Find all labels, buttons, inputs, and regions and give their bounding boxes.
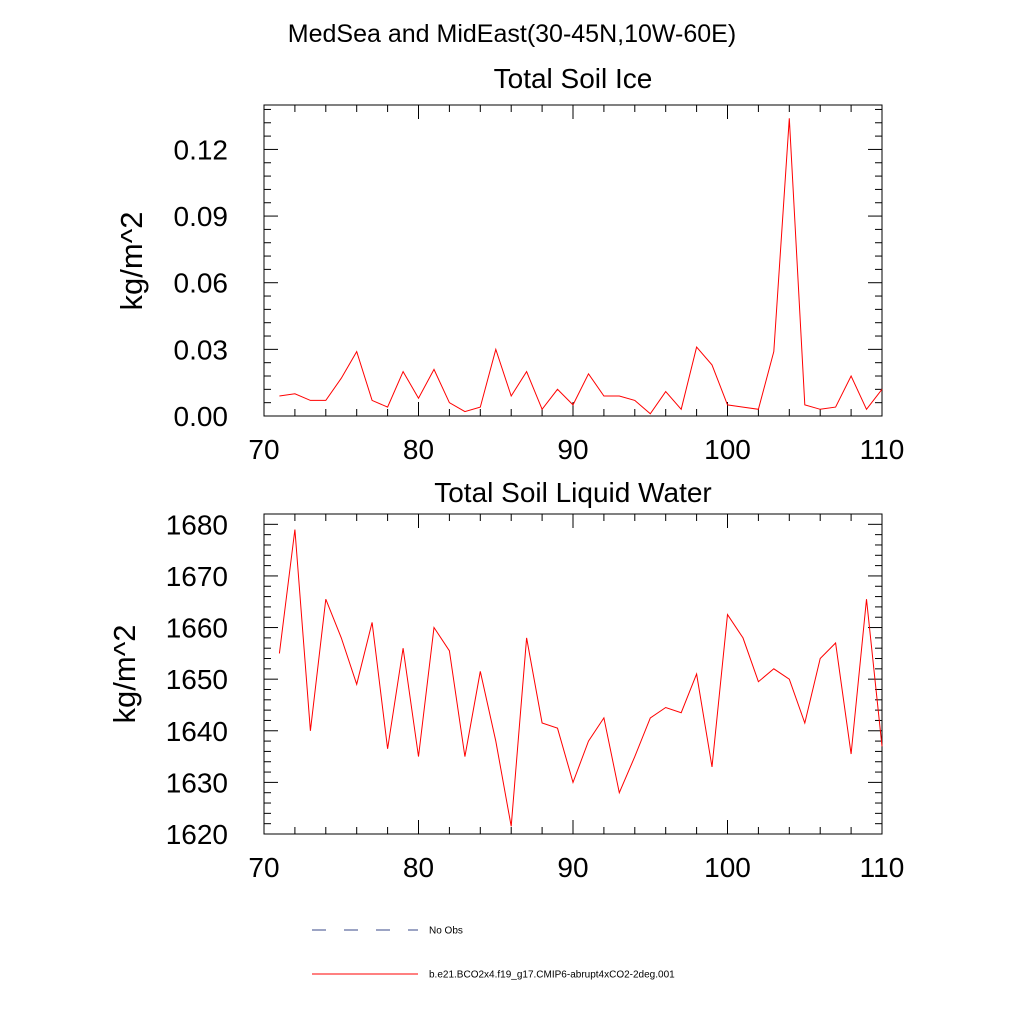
chart-title: Total Soil Ice <box>494 63 653 94</box>
x-tick-label: 100 <box>704 434 751 465</box>
x-tick-label: 110 <box>860 434 905 465</box>
chart-panel-1: Total Soil Ice kg/m^2 70 80 90 100 110 0.00 0.03… <box>114 63 904 465</box>
y-tick-label: 0.06 <box>174 268 229 299</box>
y-tick-label: 1660 <box>166 613 228 644</box>
series-line-1 <box>279 118 883 415</box>
plot-frame <box>263 513 883 835</box>
x-tick-label: 90 <box>557 852 588 883</box>
y-tick-label: 0.00 <box>174 401 229 432</box>
legend-label-2: b.e21.BCO2x4.f19_g17.CMIP6-abrupt4xCO2-2… <box>429 970 675 981</box>
y-axis-label: kg/m^2 <box>114 212 149 311</box>
chart-panels: Total Soil Ice kg/m^2 70 80 90 100 110 0.00 0.03… <box>107 63 904 883</box>
series-line-1 <box>278 529 883 827</box>
x-tick-label: 70 <box>248 434 279 465</box>
x-tick-label: 80 <box>403 434 434 465</box>
x-tick-label: 90 <box>557 434 588 465</box>
legend: No Obs b.e21.BCO2x4.f19_g17.CMIP6-abrupt4… <box>312 926 675 981</box>
y-tick-label: 0.09 <box>174 201 229 232</box>
y-tick-label: 1620 <box>166 819 228 850</box>
y-tick-label: 1640 <box>166 716 228 747</box>
x-tick-label: 100 <box>704 852 751 883</box>
x-tick-label: 70 <box>248 852 279 883</box>
x-tick-label: 80 <box>403 852 434 883</box>
y-tick-label: 0.03 <box>174 334 229 365</box>
y-tick-label: 1650 <box>166 664 228 695</box>
x-tick-label: 110 <box>860 852 905 883</box>
y-tick-label: 1670 <box>166 561 228 592</box>
y-tick-label: 1680 <box>166 509 228 540</box>
chart-panel-2: Total Soil Liquid Water kg/m^2 70 80 90 100 11… <box>107 477 904 883</box>
plot-frame <box>263 104 883 417</box>
legend-label-1: No Obs <box>429 926 463 937</box>
figure-title: MedSea and MidEast(30-45N,10W-60E) <box>288 20 736 48</box>
y-tick-label: 1630 <box>166 767 228 798</box>
y-axis-label: kg/m^2 <box>107 625 142 724</box>
y-tick-label: 0.12 <box>174 134 229 165</box>
chart-title: Total Soil Liquid Water <box>434 477 712 508</box>
